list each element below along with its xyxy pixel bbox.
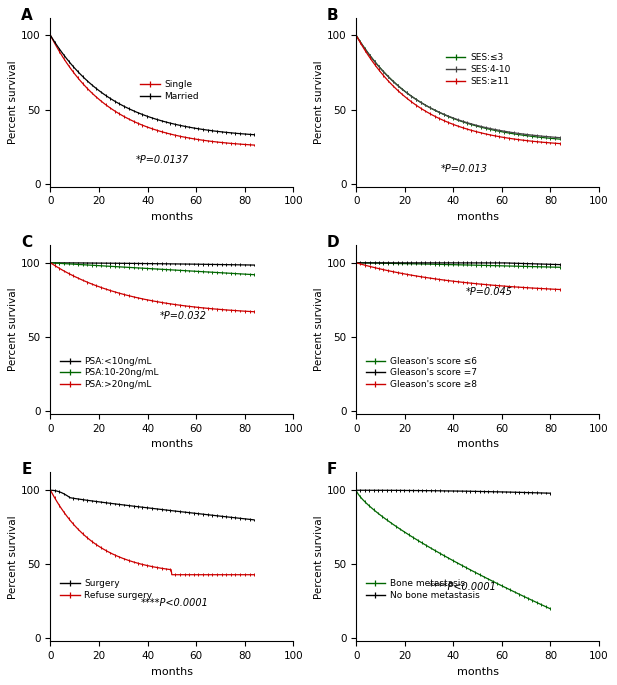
Legend: SES:≤3, SES:4-10, SES:≥11: SES:≤3, SES:4-10, SES:≥11: [445, 53, 510, 86]
Text: C: C: [22, 235, 33, 250]
Legend: Bone metastasis, No bone metastasis: Bone metastasis, No bone metastasis: [365, 579, 479, 599]
X-axis label: months: months: [457, 212, 499, 222]
Text: *P=0.013: *P=0.013: [441, 164, 488, 174]
X-axis label: months: months: [457, 667, 499, 677]
Y-axis label: Percent survival: Percent survival: [9, 288, 19, 371]
Text: *P=0.0137: *P=0.0137: [135, 155, 189, 165]
Text: D: D: [327, 235, 340, 250]
Text: F: F: [327, 462, 337, 477]
Text: ****P<0.0001: ****P<0.0001: [429, 582, 497, 592]
Y-axis label: Percent survival: Percent survival: [314, 60, 324, 144]
Text: *P=0.045: *P=0.045: [465, 288, 512, 297]
Text: B: B: [327, 8, 339, 23]
Y-axis label: Percent survival: Percent survival: [9, 515, 19, 599]
Text: ****P<0.0001: ****P<0.0001: [140, 598, 208, 608]
X-axis label: months: months: [457, 439, 499, 449]
Y-axis label: Percent survival: Percent survival: [314, 515, 324, 599]
Y-axis label: Percent survival: Percent survival: [9, 60, 19, 144]
X-axis label: months: months: [151, 212, 193, 222]
Text: *P=0.032: *P=0.032: [160, 311, 207, 321]
X-axis label: months: months: [151, 667, 193, 677]
X-axis label: months: months: [151, 439, 193, 449]
Legend: Surgery, Refuse surgery: Surgery, Refuse surgery: [60, 579, 152, 599]
Legend: Gleason's score ≤6, Gleason's score =7, Gleason's score ≥8: Gleason's score ≤6, Gleason's score =7, …: [365, 357, 477, 389]
Text: E: E: [22, 462, 31, 477]
Y-axis label: Percent survival: Percent survival: [314, 288, 324, 371]
Legend: Single, Married: Single, Married: [140, 80, 199, 101]
Text: A: A: [22, 8, 33, 23]
Legend: PSA:<10ng/mL, PSA:10-20ng/mL, PSA:>20ng/mL: PSA:<10ng/mL, PSA:10-20ng/mL, PSA:>20ng/…: [60, 357, 159, 389]
